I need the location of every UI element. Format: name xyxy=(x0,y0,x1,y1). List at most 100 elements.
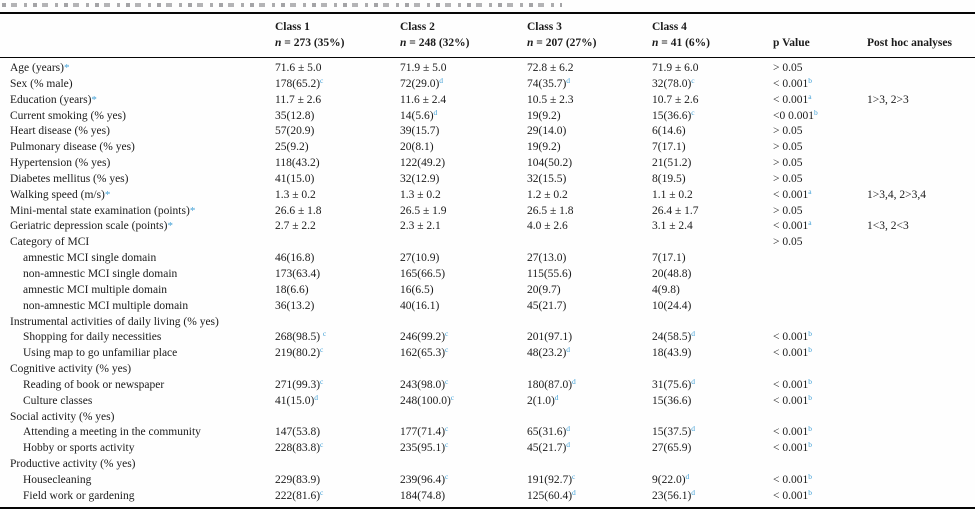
row-label: Heart disease (% yes) xyxy=(10,125,110,138)
class-3-value-cell: 19(9.2) xyxy=(527,109,561,122)
posthoc-cell xyxy=(867,489,975,508)
class-1-value-cell: 41(15.0) xyxy=(275,172,315,185)
p-value-cell xyxy=(773,299,867,315)
header-class-4: Class 4 n = 41 (6%) xyxy=(652,13,773,58)
table-row: Hypertension (% yes) 118(43.2) 122(49.2) 10… xyxy=(0,156,975,172)
class-4-value-cell: 26.4 ± 1.7 xyxy=(652,204,699,217)
class-4-value-cell: 20(48.8) xyxy=(652,267,692,280)
class-2-value-cell xyxy=(400,410,527,426)
table-row: Housecleaning 229(83.9) 239(96.4)c 191(92.7… xyxy=(0,473,975,489)
posthoc-cell xyxy=(867,267,975,283)
class-2-value-cell: 39(15.7) xyxy=(400,125,440,138)
row-label: Walking speed (m/s)* xyxy=(10,188,111,201)
p-value-cell xyxy=(773,457,867,473)
p-value-cell: > 0.05 xyxy=(773,62,803,74)
class-3-value-cell xyxy=(527,235,652,251)
class-1-value-cell xyxy=(275,235,400,251)
n-symbol: n xyxy=(527,37,534,49)
class-1-value-cell: 118(43.2) xyxy=(275,157,320,170)
class-1-value-cell: 173(63.4) xyxy=(275,267,321,280)
table-row: Field work or gardening 222(81.6)c 184(74.… xyxy=(0,489,975,508)
class-1-value-cell: 219(80.2)c xyxy=(275,346,324,360)
header-post-hoc: Post hoc analyses xyxy=(867,13,975,58)
class-1-value-cell xyxy=(275,362,400,378)
row-label: Field work or gardening xyxy=(23,489,135,502)
row-label: Pulmonary disease (% yes) xyxy=(10,141,135,154)
class-2-value-cell: 26.5 ± 1.9 xyxy=(400,204,447,217)
class-4-value-cell: 9(22.0)d xyxy=(652,472,690,486)
posthoc-cell xyxy=(867,346,975,362)
class-2-value-cell xyxy=(400,235,527,251)
p-value-cell: < 0.001b xyxy=(773,393,812,407)
class-3-value-cell: 72.8 ± 6.2 xyxy=(527,62,574,74)
row-label: Culture classes xyxy=(23,394,93,407)
class-1-value-cell: 11.7 ± 2.6 xyxy=(275,93,322,106)
class-1-value-cell: 57(20.9) xyxy=(275,125,315,138)
superscript-c: c xyxy=(691,76,695,85)
p-value-cell: > 0.05 xyxy=(773,204,803,217)
superscript-b: b xyxy=(808,346,812,355)
superscript-d: d xyxy=(566,346,571,355)
class-1-value-cell: 71.6 ± 5.0 xyxy=(275,62,322,74)
superscript-b: b xyxy=(808,330,812,339)
row-label: amnestic MCI single domain xyxy=(23,252,157,265)
class-2-value-cell: 40(16.1) xyxy=(400,299,440,312)
superscript-b: b xyxy=(808,441,812,450)
posthoc-cell xyxy=(867,330,975,346)
p-value-cell: < 0.001b xyxy=(773,441,812,455)
class-1-value-cell: 229(83.9) xyxy=(275,473,321,486)
class-2-value-cell: 122(49.2) xyxy=(400,157,446,170)
posthoc-cell xyxy=(867,394,975,410)
class-4-value-cell: 6(14.6) xyxy=(652,125,686,138)
superscript-d: d xyxy=(566,441,571,450)
row-label: Cognitive activity (% yes) xyxy=(10,363,132,376)
table-row: Instrumental activities of daily living … xyxy=(0,315,975,331)
class-4-value-cell: 15(36.6)c xyxy=(652,108,695,122)
class-1-value-cell: 228(83.8)c xyxy=(275,441,324,455)
superscript-c: c xyxy=(572,472,576,481)
superscript-c: c xyxy=(445,441,449,450)
table-row: Mini-mental state examination (points)* 2… xyxy=(0,204,975,220)
superscript-c: c xyxy=(450,393,455,402)
class-4-value-cell: 32(78.0)c xyxy=(652,76,695,90)
table-row: Using map to go unfamiliar place 219(80.2… xyxy=(0,346,975,362)
p-value-cell: < 0.001a xyxy=(773,219,812,233)
class-3-value-cell: 45(21.7)d xyxy=(527,441,571,455)
class-4-value-cell: 7(17.1) xyxy=(652,141,686,154)
significance-asterisk: * xyxy=(104,188,111,201)
p-value-cell xyxy=(773,251,867,267)
superscript-b: b xyxy=(808,488,812,497)
class-4-value-cell: 18(43.9) xyxy=(652,347,692,360)
significance-asterisk: * xyxy=(189,204,196,217)
class-2-value-cell: 32(12.9) xyxy=(400,172,440,185)
row-label: non-amnestic MCI single domain xyxy=(23,267,178,280)
posthoc-cell: 1>3,4, 2>3,4 xyxy=(867,188,926,201)
class-3-value-cell: 180(87.0)d xyxy=(527,377,576,391)
class-1-count: n = 273 (35%) xyxy=(275,35,400,51)
significance-asterisk: * xyxy=(91,93,97,106)
class-2-value-cell: 16(6.5) xyxy=(400,283,434,296)
posthoc-cell xyxy=(867,473,975,489)
row-label: Housecleaning xyxy=(23,473,92,486)
class-3-value-cell: 32(15.5) xyxy=(527,172,567,185)
posthoc-cell xyxy=(867,251,975,267)
superscript-c: c xyxy=(322,330,327,339)
class-3-value-cell: 10.5 ± 2.3 xyxy=(527,93,574,106)
class-4-value-cell xyxy=(652,235,773,251)
superscript-a: a xyxy=(808,92,812,101)
class-2-value-cell xyxy=(400,315,527,331)
class-4-value-cell xyxy=(652,315,773,331)
posthoc-cell xyxy=(867,156,975,172)
characteristics-table: Class 1 n = 273 (35%) Class 2 n = 248 (3… xyxy=(0,12,975,509)
class-2-label: Class 2 xyxy=(400,21,435,33)
class-4-value-cell: 15(36.6) xyxy=(652,394,692,407)
superscript-d: d xyxy=(691,330,696,339)
header-class-2: Class 2 n = 248 (32%) xyxy=(400,13,527,58)
class-2-value-cell: 20(8.1) xyxy=(400,141,434,154)
class-3-value-cell: 48(23.2)d xyxy=(527,346,571,360)
table-header: Class 1 n = 273 (35%) Class 2 n = 248 (3… xyxy=(0,13,975,58)
p-value-cell: > 0.05 xyxy=(773,172,803,185)
class-4-value-cell: 10.7 ± 2.6 xyxy=(652,93,699,106)
class-4-count: n = 41 (6%) xyxy=(652,35,773,51)
